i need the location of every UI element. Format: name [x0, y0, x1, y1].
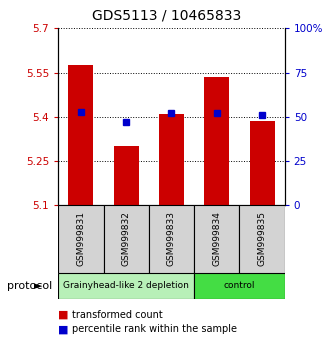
FancyBboxPatch shape	[149, 205, 194, 273]
Bar	[204, 77, 229, 205]
FancyBboxPatch shape	[58, 205, 104, 273]
FancyBboxPatch shape	[104, 205, 149, 273]
FancyBboxPatch shape	[194, 205, 239, 273]
Text: ■: ■	[58, 324, 69, 334]
Text: control: control	[224, 281, 255, 290]
Bar	[69, 65, 93, 205]
Bar	[250, 121, 274, 205]
Text: ■: ■	[58, 310, 69, 320]
FancyBboxPatch shape	[239, 205, 285, 273]
Text: percentile rank within the sample: percentile rank within the sample	[72, 324, 236, 334]
Text: Grainyhead-like 2 depletion: Grainyhead-like 2 depletion	[63, 281, 189, 290]
Text: protocol: protocol	[7, 281, 52, 291]
Bar	[114, 146, 139, 205]
Text: GSM999834: GSM999834	[212, 211, 221, 267]
Text: GSM999832: GSM999832	[122, 211, 131, 267]
FancyBboxPatch shape	[58, 273, 194, 299]
Text: transformed count: transformed count	[72, 310, 163, 320]
Text: GSM999833: GSM999833	[167, 211, 176, 267]
FancyBboxPatch shape	[194, 273, 285, 299]
Text: GSM999831: GSM999831	[76, 211, 86, 267]
Bar	[159, 114, 184, 205]
Text: ►: ►	[34, 281, 43, 291]
Text: GSM999835: GSM999835	[257, 211, 267, 267]
Text: GDS5113 / 10465833: GDS5113 / 10465833	[92, 9, 241, 23]
